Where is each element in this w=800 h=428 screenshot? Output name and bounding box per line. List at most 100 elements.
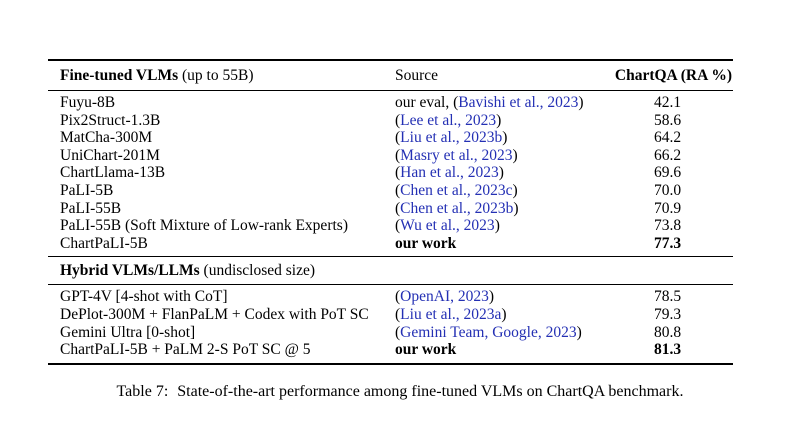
close-paren: ): [578, 94, 584, 111]
section-title: Hybrid VLMs/LLMs: [60, 262, 200, 280]
open-paren: (: [395, 323, 401, 341]
close-paren: ): [513, 199, 519, 217]
source-cell: (Liu et al., 2023a): [395, 306, 602, 324]
citation-link[interactable]: Chen et al., 2023b: [400, 199, 514, 217]
close-paren: ): [488, 288, 495, 306]
table-row: MatCha-300M (Liu et al., 2023b) 64.2: [48, 129, 733, 147]
citation: (Bavishi et al., 2023): [453, 94, 583, 111]
results-table: Fine-tuned VLMs (up to 55B) Source Chart…: [48, 59, 733, 365]
score-cell: 81.3: [653, 341, 682, 359]
table-row: DePlot-300M + FlanPaLM + Codex with PoT …: [48, 306, 733, 324]
open-paren: (: [395, 217, 401, 235]
score-cell: 58.6: [653, 111, 682, 129]
source-cell: (Gemini Team, Google, 2023): [395, 324, 602, 342]
close-paren: ): [501, 305, 507, 323]
model-cell: Gemini Ultra [0-shot]: [60, 323, 196, 341]
citation-link[interactable]: Liu et al., 2023b: [400, 129, 503, 147]
table-row: ChartPaLI-5B + PaLM 2-S PoT SC @ 5 our w…: [48, 341, 733, 359]
model-cell: PaLI-55B: [60, 199, 122, 217]
close-paren: ): [496, 111, 502, 129]
citation-link[interactable]: Masry et al., 2023: [400, 146, 513, 164]
citation-link[interactable]: Chen et al., 2023c: [400, 181, 513, 199]
section-title: Fine-tuned VLMs: [60, 67, 179, 84]
model-cell: ChartPaLI-5B + PaLM 2-S PoT SC @ 5: [60, 341, 311, 359]
source-cell: (Han et al., 2023): [395, 164, 602, 182]
close-paren: ): [498, 164, 504, 182]
column-header-models: Fine-tuned VLMs (up to 55B): [60, 66, 395, 85]
section-header-row: Fine-tuned VLMs (up to 55B) Source Chart…: [48, 61, 733, 91]
table-row: ChartLlama-13B (Han et al., 2023) 69.6: [48, 164, 733, 182]
source-cell: our eval, (Bavishi et al., 2023): [395, 94, 602, 112]
source-cell: (Chen et al., 2023c): [395, 182, 602, 200]
source-cell: (Lee et al., 2023): [395, 112, 602, 130]
model-cell: ChartLlama-13B: [60, 164, 166, 182]
source-prefix: our eval,: [395, 94, 454, 111]
citation-link[interactable]: Bavishi et al., 2023: [458, 94, 579, 111]
score-cell: 77.3: [653, 234, 682, 252]
close-paren: ): [512, 181, 518, 199]
citation: (Wu et al., 2023): [395, 217, 500, 234]
citation-link[interactable]: Gemini Team, Google, 2023: [400, 323, 577, 341]
citation: (Masry et al., 2023): [395, 147, 518, 164]
open-paren: (: [395, 305, 401, 323]
column-header-models: Hybrid VLMs/LLMs (undisclosed size): [60, 261, 395, 280]
citation: (Liu et al., 2023b): [395, 129, 507, 146]
score-cell: 79.3: [653, 305, 682, 323]
source-cell: our work: [395, 235, 602, 253]
section-hybrid-vlms-llms: Hybrid VLMs/LLMs (undisclosed size) GPT-…: [48, 256, 733, 362]
model-cell: UniChart-201M: [60, 146, 160, 164]
source-cell: our work: [395, 341, 602, 359]
score-cell: 70.0: [653, 181, 682, 199]
table-row: GPT-4V [4-shot with CoT] (OpenAI, 2023) …: [48, 288, 733, 306]
close-paren: ): [512, 146, 518, 164]
citation-link[interactable]: OpenAI, 2023: [400, 288, 489, 306]
caption-label: Table 7:: [116, 383, 169, 400]
open-paren: (: [395, 199, 401, 217]
section-subtitle: (undisclosed size): [199, 262, 316, 280]
table-row: Pix2Struct-1.3B (Lee et al., 2023) 58.6: [48, 112, 733, 130]
citation: (Han et al., 2023): [395, 164, 504, 181]
close-paren: ): [494, 217, 500, 235]
score-cell: 42.1: [653, 94, 682, 111]
source-cell: (Chen et al., 2023b): [395, 200, 602, 218]
source-cell: (Wu et al., 2023): [395, 217, 602, 235]
table-row: PaLI-5B (Chen et al., 2023c) 70.0: [48, 182, 733, 200]
table-row: ChartPaLI-5B our work 77.3: [48, 235, 733, 253]
citation: (Chen et al., 2023b): [395, 200, 519, 217]
model-cell: ChartPaLI-5B: [60, 234, 148, 252]
citation: (Lee et al., 2023): [395, 112, 501, 129]
citation-link[interactable]: Liu et al., 2023a: [400, 305, 502, 323]
score-cell: 78.5: [653, 288, 682, 306]
model-cell: Pix2Struct-1.3B: [60, 111, 161, 129]
open-paren: (: [453, 94, 459, 111]
source-cell: (Liu et al., 2023b): [395, 129, 602, 147]
score-cell: 73.8: [653, 217, 682, 235]
table-row: PaLI-55B (Chen et al., 2023b) 70.9: [48, 200, 733, 218]
caption-text: State-of-the-art performance among fine-…: [177, 383, 684, 400]
model-cell: DePlot-300M + FlanPaLM + Codex with PoT …: [60, 305, 369, 323]
column-header-source: Source: [395, 67, 439, 84]
section-header-row: Hybrid VLMs/LLMs (undisclosed size): [48, 256, 733, 286]
model-cell: MatCha-300M: [60, 129, 153, 147]
citation-link[interactable]: Han et al., 2023: [400, 164, 499, 182]
citation: (Gemini Team, Google, 2023): [395, 324, 582, 341]
open-paren: (: [395, 288, 401, 306]
citation-link[interactable]: Wu et al., 2023: [400, 217, 495, 235]
model-cell: PaLI-5B: [60, 181, 114, 199]
citation-link[interactable]: Lee et al., 2023: [400, 111, 497, 129]
citation: (Liu et al., 2023a): [395, 306, 507, 323]
open-paren: (: [395, 181, 401, 199]
model-cell: GPT-4V [4-shot with CoT]: [60, 288, 228, 306]
table-row: Fuyu-8B our eval, (Bavishi et al., 2023)…: [48, 94, 733, 112]
citation: (Chen et al., 2023c): [395, 182, 518, 199]
score-cell: 80.8: [653, 323, 682, 341]
score-cell: 66.2: [653, 146, 682, 164]
open-paren: (: [395, 146, 401, 164]
table-row: PaLI-55B (Soft Mixture of Low-rank Exper…: [48, 217, 733, 235]
model-cell: PaLI-55B (Soft Mixture of Low-rank Exper…: [60, 217, 348, 235]
close-paren: ): [576, 323, 582, 341]
source-our-work: our work: [395, 234, 457, 252]
table-row: UniChart-201M (Masry et al., 2023) 66.2: [48, 147, 733, 165]
score-cell: 69.6: [653, 164, 682, 182]
